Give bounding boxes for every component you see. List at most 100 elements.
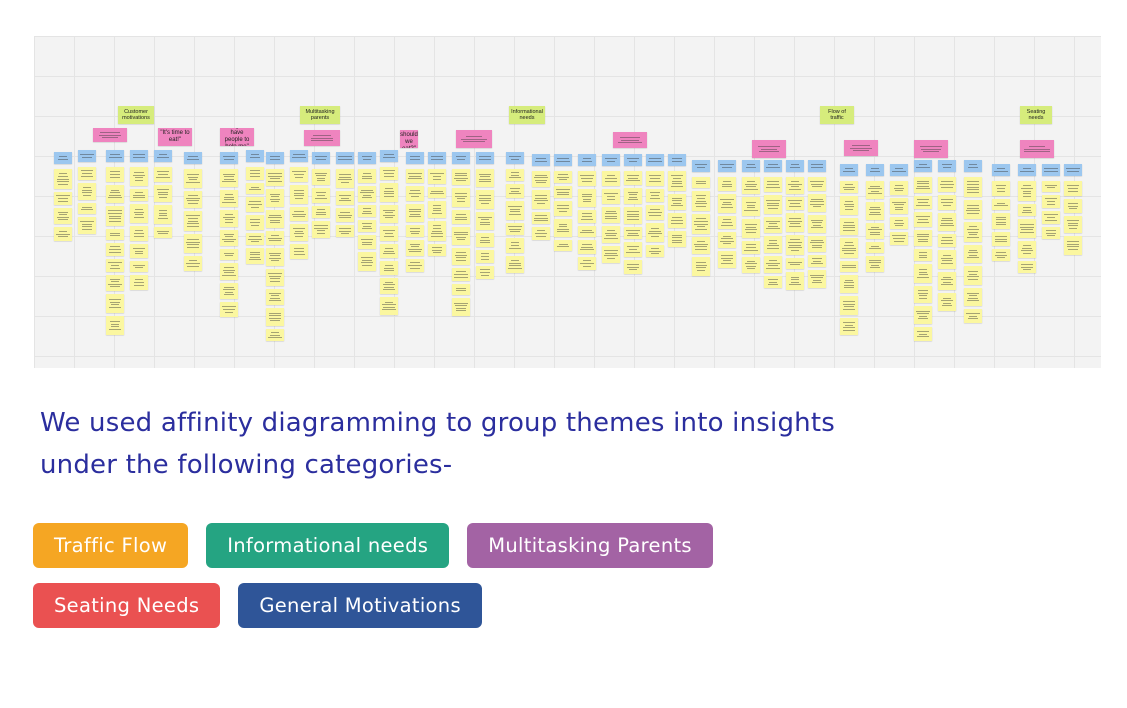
yellow-sticky-note xyxy=(554,171,572,183)
blue-sticky-note xyxy=(692,160,710,172)
yellow-sticky-note xyxy=(1018,261,1036,273)
yellow-sticky-note xyxy=(506,223,524,235)
yellow-sticky-note xyxy=(106,243,124,256)
yellow-sticky-note xyxy=(742,177,760,194)
yellow-sticky-note xyxy=(406,240,424,256)
blue-sticky-note xyxy=(668,154,686,166)
yellow-sticky-note xyxy=(380,183,398,202)
yellow-sticky-note xyxy=(668,194,686,210)
category-label-text: Customer motivations xyxy=(122,108,150,122)
yellow-sticky-note xyxy=(106,206,124,226)
yellow-sticky-note xyxy=(336,208,354,222)
yellow-sticky-note xyxy=(358,235,376,249)
blue-sticky-note xyxy=(992,164,1010,176)
yellow-sticky-note xyxy=(914,212,932,227)
yellow-sticky-note xyxy=(452,227,470,245)
yellow-sticky-note xyxy=(742,219,760,238)
yellow-sticky-note xyxy=(358,252,376,271)
yellow-sticky-note xyxy=(476,212,494,230)
yellow-sticky-note xyxy=(106,185,124,203)
yellow-sticky-note xyxy=(602,226,620,243)
yellow-sticky-note xyxy=(578,226,596,237)
yellow-sticky-note xyxy=(1018,219,1036,238)
yellow-sticky-note xyxy=(938,234,956,247)
yellow-sticky-note xyxy=(808,215,826,233)
blue-sticky-note xyxy=(742,160,760,172)
yellow-sticky-note xyxy=(266,329,284,341)
category-label-text: Flow of traffic xyxy=(828,108,846,122)
category-tag-general-motivations[interactable]: General Motivations xyxy=(238,583,482,628)
blue-sticky-note xyxy=(646,154,664,166)
blue-sticky-note xyxy=(406,152,424,164)
yellow-sticky-note xyxy=(452,188,470,207)
yellow-sticky-note xyxy=(1064,216,1082,233)
headline-note xyxy=(613,132,647,148)
yellow-sticky-note xyxy=(1064,181,1082,196)
yellow-sticky-note xyxy=(532,227,550,240)
yellow-sticky-note xyxy=(554,219,572,237)
yellow-sticky-note xyxy=(358,220,376,232)
yellow-sticky-note xyxy=(624,171,642,185)
yellow-sticky-note xyxy=(866,256,884,272)
caption-text: We used affinity diagramming to group th… xyxy=(40,408,835,480)
category-label-text: Multitasking parents xyxy=(305,108,335,122)
yellow-sticky-note xyxy=(1064,199,1082,213)
yellow-sticky-note xyxy=(1018,241,1036,258)
yellow-sticky-note xyxy=(154,167,172,182)
yellow-sticky-note xyxy=(428,169,446,184)
yellow-sticky-note xyxy=(718,216,736,229)
headline-note: "What should we eat?" xyxy=(400,130,418,148)
yellow-sticky-note xyxy=(1042,181,1060,192)
yellow-sticky-note xyxy=(130,244,148,258)
yellow-sticky-note xyxy=(808,270,826,288)
yellow-sticky-note xyxy=(1042,195,1060,208)
yellow-sticky-note xyxy=(914,306,932,324)
yellow-sticky-note xyxy=(914,286,932,303)
yellow-sticky-note xyxy=(220,190,238,207)
yellow-sticky-note xyxy=(406,225,424,237)
category-label-note: Flow of traffic xyxy=(820,106,854,124)
yellow-sticky-note xyxy=(452,298,470,316)
yellow-sticky-note xyxy=(786,197,804,210)
yellow-sticky-note xyxy=(578,257,596,270)
yellow-sticky-note xyxy=(406,259,424,272)
yellow-sticky-note xyxy=(266,210,284,228)
yellow-sticky-note xyxy=(106,275,124,291)
yellow-sticky-note xyxy=(312,169,330,185)
yellow-sticky-note xyxy=(964,288,982,306)
yellow-sticky-note xyxy=(964,245,982,263)
blue-sticky-note xyxy=(1042,164,1060,176)
yellow-sticky-note xyxy=(428,244,446,256)
yellow-sticky-note xyxy=(476,266,494,279)
yellow-sticky-note xyxy=(914,327,932,341)
yellow-sticky-note xyxy=(506,184,524,198)
yellow-sticky-note xyxy=(914,264,932,283)
yellow-sticky-note xyxy=(380,205,398,223)
yellow-sticky-note xyxy=(554,201,572,216)
yellow-sticky-note xyxy=(266,269,284,286)
yellow-sticky-note xyxy=(184,191,202,208)
category-tags: Traffic Flow Informational needs Multitask… xyxy=(33,523,933,643)
yellow-sticky-note xyxy=(992,249,1010,261)
category-tag-seating-needs[interactable]: Seating Needs xyxy=(33,583,221,628)
yellow-sticky-note xyxy=(624,207,642,224)
category-tag-multitasking-parents[interactable]: Multitasking Parents xyxy=(467,523,713,568)
yellow-sticky-note xyxy=(718,232,736,248)
yellow-sticky-note xyxy=(764,195,782,214)
yellow-sticky-note xyxy=(506,169,524,181)
yellow-sticky-note xyxy=(840,238,858,258)
yellow-sticky-note xyxy=(964,222,982,242)
yellow-sticky-note xyxy=(380,278,398,294)
headline-note xyxy=(844,140,878,156)
yellow-sticky-note xyxy=(964,266,982,285)
blue-sticky-note xyxy=(554,154,572,166)
category-tag-traffic-flow[interactable]: Traffic Flow xyxy=(33,523,189,568)
yellow-sticky-note xyxy=(1018,204,1036,216)
category-tag-informational-needs[interactable]: Informational needs xyxy=(206,523,450,568)
yellow-sticky-note xyxy=(506,256,524,273)
yellow-sticky-note xyxy=(692,257,710,276)
yellow-sticky-note xyxy=(890,232,908,245)
yellow-sticky-note xyxy=(938,195,956,210)
yellow-sticky-note xyxy=(692,214,710,234)
tag-row: Traffic Flow Informational needs Multitask… xyxy=(33,523,933,568)
